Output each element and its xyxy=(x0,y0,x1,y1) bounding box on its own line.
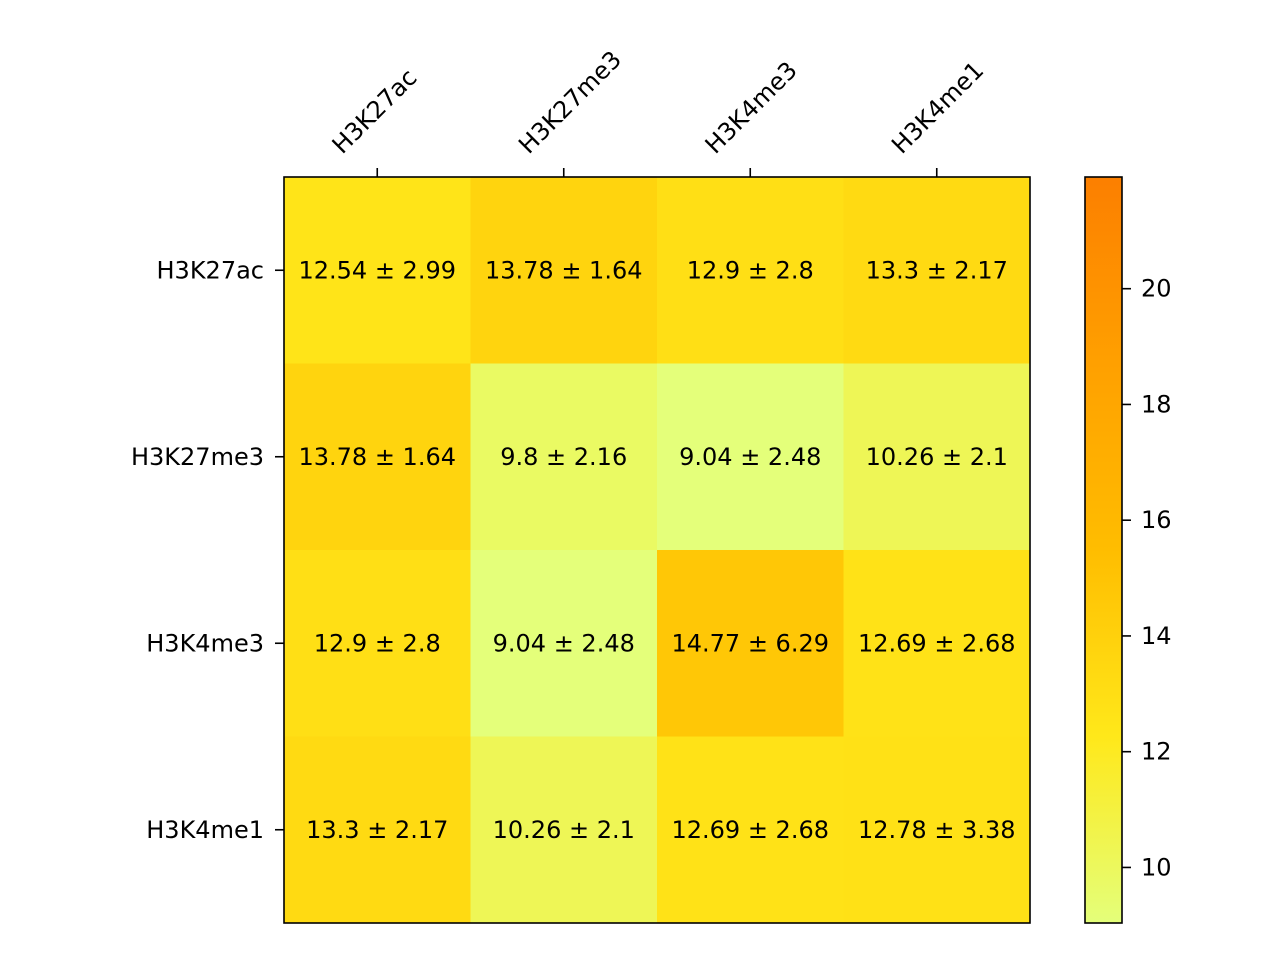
plot-frame xyxy=(283,176,1031,924)
heatmap-cells xyxy=(284,177,1031,924)
x-tick-label-3: H3K4me1 xyxy=(886,56,989,159)
heatmap-cell-labels: 12.54 ± 2.99 13.78 ± 1.64 12.9 ± 2.8 13.3 ±… xyxy=(298,256,1015,844)
colorbar-tick-label-4: 18 xyxy=(1141,390,1172,418)
y-tick-label-3: H3K4me1 xyxy=(146,816,264,844)
cell-label-2-3: 12.69 ± 2.68 xyxy=(858,629,1016,657)
heatmap-cell-3-3 xyxy=(843,736,1031,924)
cell-label-0-3: 13.3 ± 2.17 xyxy=(866,256,1008,284)
cell-label-2-1: 9.04 ± 2.48 xyxy=(493,629,635,657)
heatmap-cell-1-3 xyxy=(843,363,1031,551)
cell-label-0-0: 12.54 ± 2.99 xyxy=(298,256,456,284)
cell-label-1-0: 13.78 ± 1.64 xyxy=(298,443,456,471)
colorbar-tick-label-0: 10 xyxy=(1141,853,1172,881)
y-tick-label-0: H3K27ac xyxy=(157,256,265,284)
cell-label-0-1: 13.78 ± 1.64 xyxy=(485,256,643,284)
cell-label-3-0: 13.3 ± 2.17 xyxy=(306,816,448,844)
x-axis-ticks: H3K27ac H3K27me3 H3K4me3 H3K4me1 xyxy=(327,45,989,177)
cell-label-3-3: 12.78 ± 3.38 xyxy=(858,816,1016,844)
heatmap-cell-0-2 xyxy=(657,177,844,364)
cell-label-1-2: 9.04 ± 2.48 xyxy=(679,443,821,471)
heatmap-cell-1-0 xyxy=(284,363,471,551)
colorbar-tick-label-3: 16 xyxy=(1141,506,1172,534)
heatmap-cell-3-1 xyxy=(470,736,658,924)
colorbar-tick-label-1: 12 xyxy=(1141,738,1172,766)
cell-label-0-2: 12.9 ± 2.8 xyxy=(687,256,814,284)
cell-label-3-1: 10.26 ± 2.1 xyxy=(493,816,635,844)
x-tick-label-0: H3K27ac xyxy=(327,63,423,159)
heatmap-cell-1-1 xyxy=(470,363,658,551)
heatmap-cell-0-3 xyxy=(843,177,1031,364)
y-tick-label-2: H3K4me3 xyxy=(146,629,264,657)
heatmap-cell-2-0 xyxy=(284,550,471,737)
colorbar-tick-label-5: 20 xyxy=(1141,275,1172,303)
colorbar: 10 12 14 16 18 20 xyxy=(1084,176,1172,924)
heatmap-cell-3-0 xyxy=(284,736,471,924)
heatmap-cell-2-1 xyxy=(470,550,658,737)
heatmap-cell-0-0 xyxy=(284,177,471,364)
heatmap-cell-2-3 xyxy=(843,550,1031,737)
heatmap-cell-2-2 xyxy=(657,550,844,737)
heatmap-cell-3-2 xyxy=(657,736,844,924)
y-axis-ticks: H3K27ac H3K27me3 H3K4me3 H3K4me1 xyxy=(131,256,284,844)
cell-label-1-1: 9.8 ± 2.16 xyxy=(500,443,627,471)
cell-label-1-3: 10.26 ± 2.1 xyxy=(866,443,1008,471)
y-tick-label-1: H3K27me3 xyxy=(131,443,264,471)
x-tick-label-1: H3K27me3 xyxy=(513,45,627,159)
cell-label-2-0: 12.9 ± 2.8 xyxy=(314,629,441,657)
heatmap-cell-1-2 xyxy=(657,363,844,551)
cell-label-3-2: 12.69 ± 2.68 xyxy=(671,816,829,844)
colorbar-gradient xyxy=(1084,176,1123,924)
x-tick-label-2: H3K4me3 xyxy=(700,56,803,159)
colorbar-ticks: 10 12 14 16 18 20 xyxy=(1122,275,1172,881)
cell-label-2-2: 14.77 ± 6.29 xyxy=(671,629,829,657)
colorbar-tick-label-2: 14 xyxy=(1141,622,1172,650)
heatmap-cell-0-1 xyxy=(470,177,658,364)
